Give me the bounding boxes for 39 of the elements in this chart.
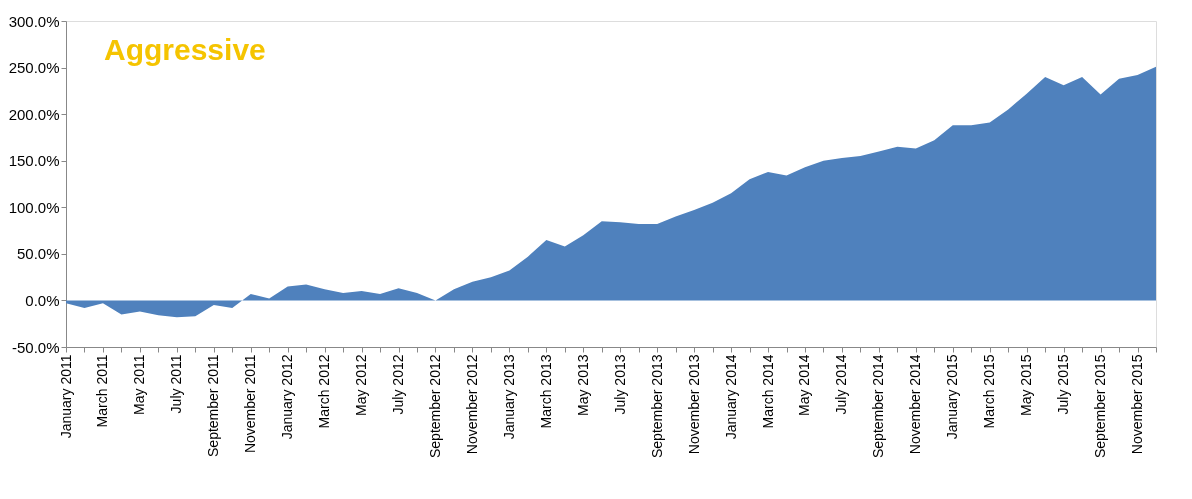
x-tick-label: January 2012: [279, 354, 296, 440]
x-tick-label: September 2011: [205, 354, 222, 457]
x-tick-label: May 2015: [1018, 354, 1035, 416]
x-tick-label: January 2011: [57, 354, 74, 439]
x-tick-label: September 2012: [426, 354, 443, 459]
x-tick-label: May 2012: [353, 354, 370, 416]
x-tick-label: September 2013: [648, 354, 665, 459]
x-tick-label: July 2011: [168, 354, 185, 414]
x-tick-label: July 2014: [833, 354, 850, 415]
x-tick-label: November 2014: [907, 354, 924, 455]
x-tick-label: May 2013: [574, 354, 591, 416]
x-tick-label: January 2015: [944, 354, 961, 440]
x-tick-label: March 2015: [981, 354, 998, 429]
x-tick-label: March 2013: [537, 354, 554, 429]
x-tick-label: July 2015: [1055, 354, 1072, 415]
y-tick-label: 150.0%: [8, 152, 60, 170]
x-tick-label: March 2011: [94, 354, 111, 428]
x-tick-label: July 2012: [390, 354, 407, 415]
x-tick-label: January 2013: [500, 354, 517, 440]
x-tick-label: November 2015: [1129, 354, 1146, 455]
chart-title: Aggressive: [104, 33, 266, 66]
x-tick-label: November 2011: [242, 354, 259, 454]
y-tick-label: 100.0%: [8, 198, 60, 216]
x-tick-label: March 2014: [759, 354, 776, 429]
y-tick-label: -50.0%: [11, 338, 60, 356]
x-tick-label: May 2014: [796, 354, 813, 416]
x-tick-label: March 2012: [316, 354, 333, 429]
y-tick-label: 0.0%: [25, 291, 60, 309]
y-tick-label: 250.0%: [8, 59, 60, 77]
x-tick-label: May 2011: [131, 354, 148, 415]
x-tick-label: July 2013: [611, 354, 628, 415]
x-tick-label: November 2012: [463, 354, 480, 455]
x-tick-label: January 2014: [722, 354, 739, 440]
x-tick-label: September 2015: [1092, 354, 1109, 459]
y-tick-label: 200.0%: [8, 105, 60, 123]
x-tick-label: September 2014: [870, 354, 887, 459]
y-tick-label: 300.0%: [8, 12, 60, 30]
x-tick-label: November 2013: [685, 354, 702, 455]
y-tick-label: 50.0%: [16, 245, 60, 263]
